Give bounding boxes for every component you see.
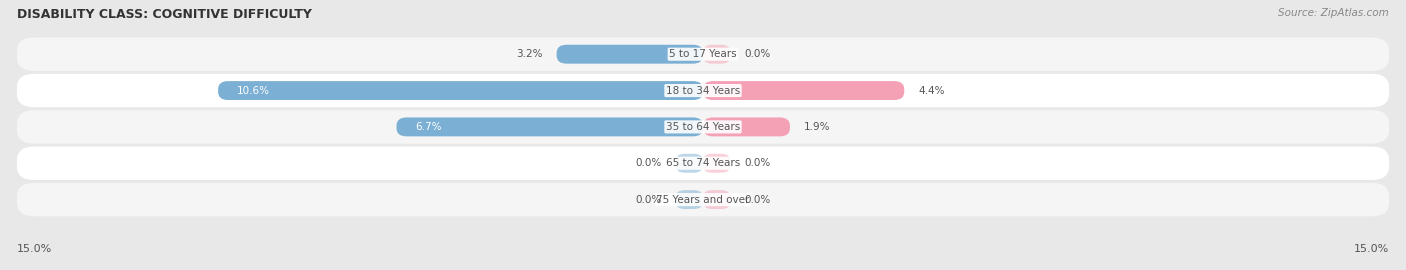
FancyBboxPatch shape bbox=[17, 74, 1389, 107]
FancyBboxPatch shape bbox=[703, 45, 731, 64]
FancyBboxPatch shape bbox=[396, 117, 703, 136]
FancyBboxPatch shape bbox=[17, 38, 1389, 71]
Text: 1.9%: 1.9% bbox=[804, 122, 830, 132]
Text: 35 to 64 Years: 35 to 64 Years bbox=[666, 122, 740, 132]
Text: 0.0%: 0.0% bbox=[744, 49, 770, 59]
FancyBboxPatch shape bbox=[17, 183, 1389, 216]
Text: 0.0%: 0.0% bbox=[744, 195, 770, 205]
Text: 6.7%: 6.7% bbox=[415, 122, 441, 132]
Text: 3.2%: 3.2% bbox=[516, 49, 543, 59]
FancyBboxPatch shape bbox=[703, 117, 790, 136]
Text: DISABILITY CLASS: COGNITIVE DIFFICULTY: DISABILITY CLASS: COGNITIVE DIFFICULTY bbox=[17, 8, 312, 21]
Text: 18 to 34 Years: 18 to 34 Years bbox=[666, 86, 740, 96]
Text: 5 to 17 Years: 5 to 17 Years bbox=[669, 49, 737, 59]
FancyBboxPatch shape bbox=[703, 154, 731, 173]
FancyBboxPatch shape bbox=[218, 81, 703, 100]
Text: 0.0%: 0.0% bbox=[636, 158, 662, 168]
FancyBboxPatch shape bbox=[17, 110, 1389, 144]
Text: 15.0%: 15.0% bbox=[1354, 244, 1389, 254]
FancyBboxPatch shape bbox=[17, 147, 1389, 180]
FancyBboxPatch shape bbox=[703, 81, 904, 100]
Text: 0.0%: 0.0% bbox=[744, 158, 770, 168]
FancyBboxPatch shape bbox=[557, 45, 703, 64]
FancyBboxPatch shape bbox=[703, 190, 731, 209]
Text: 15.0%: 15.0% bbox=[17, 244, 52, 254]
Text: 75 Years and over: 75 Years and over bbox=[657, 195, 749, 205]
FancyBboxPatch shape bbox=[675, 154, 703, 173]
Text: 10.6%: 10.6% bbox=[236, 86, 270, 96]
Text: 4.4%: 4.4% bbox=[918, 86, 945, 96]
Text: Source: ZipAtlas.com: Source: ZipAtlas.com bbox=[1278, 8, 1389, 18]
Text: 0.0%: 0.0% bbox=[636, 195, 662, 205]
Text: 65 to 74 Years: 65 to 74 Years bbox=[666, 158, 740, 168]
FancyBboxPatch shape bbox=[675, 190, 703, 209]
